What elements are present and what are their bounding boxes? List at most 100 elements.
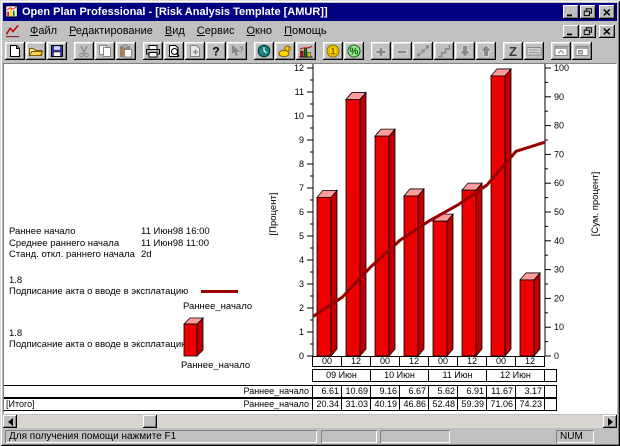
svg-text:8: 8 bbox=[299, 159, 304, 169]
horizontal-scrollbar[interactable] bbox=[3, 415, 617, 428]
duck-icon bbox=[278, 45, 293, 58]
value-cell: 6.91 bbox=[457, 385, 487, 398]
titlebar-close-button[interactable] bbox=[599, 5, 615, 19]
document-close-button[interactable] bbox=[599, 24, 615, 38]
menu-помощь[interactable]: Помощь bbox=[284, 25, 327, 37]
help-icon: ? bbox=[212, 45, 219, 59]
stat-row: Станд. откл. раннего начала 2d bbox=[9, 249, 210, 261]
svg-text:30: 30 bbox=[554, 265, 564, 275]
doc-icon bbox=[10, 45, 20, 57]
value-cell: 52.48 bbox=[428, 398, 458, 411]
svg-text:[Сум. процент]: [Сум. процент] bbox=[590, 172, 601, 237]
row-total-label: [Итого] bbox=[6, 399, 35, 409]
value-cell: 71.06 bbox=[486, 398, 516, 411]
value-cell: 6.67 bbox=[399, 385, 429, 398]
svg-text:40: 40 bbox=[554, 236, 564, 246]
bars-group bbox=[316, 67, 541, 358]
table-row: Раннее_начало 6.61 10.69 9.16 6.67 5.62 6.91 11… bbox=[4, 385, 557, 398]
value-cell: 10.69 bbox=[341, 385, 371, 398]
menu-сервис[interactable]: Сервис bbox=[196, 25, 235, 37]
risk-analysis-button[interactable] bbox=[296, 42, 316, 60]
status-pane-2 bbox=[321, 430, 377, 443]
child-window-icon[interactable] bbox=[5, 24, 20, 38]
toolbar: ?? 1% Z bbox=[3, 40, 617, 62]
svg-text:80: 80 bbox=[554, 121, 564, 131]
legend-bar-series: Раннее_начало bbox=[181, 360, 251, 371]
statistics-block: Раннее начало 11 Июн98 16:00 Среднее ран… bbox=[9, 226, 210, 261]
svg-text:20: 20 bbox=[554, 293, 564, 303]
value-cell: 6.61 bbox=[312, 385, 342, 398]
keyboard-icon bbox=[526, 47, 542, 56]
new-document-button[interactable] bbox=[5, 42, 25, 60]
menu-файл[interactable]: Файл bbox=[30, 25, 58, 37]
value-cell: 20.34 bbox=[312, 398, 342, 411]
percent-complete-button[interactable]: % bbox=[344, 42, 364, 60]
scroll-left-button[interactable] bbox=[3, 415, 17, 428]
day-cell: 12 Июн bbox=[486, 369, 545, 382]
titlebar-minimize-button[interactable] bbox=[563, 5, 579, 19]
cumulative-line bbox=[312, 140, 546, 318]
row-series-label: Раннее_начало bbox=[243, 399, 310, 409]
document-minimize-button[interactable] bbox=[563, 24, 579, 38]
print-preview-button[interactable] bbox=[164, 42, 184, 60]
day-cell: 09 Июн bbox=[312, 369, 371, 382]
day-cell: 11 Июн bbox=[428, 369, 487, 382]
value-cell: 59.39 bbox=[457, 398, 487, 411]
value-cell-empty bbox=[544, 398, 557, 411]
day-cell: 10 Июн bbox=[370, 369, 429, 382]
help-button[interactable]: ? bbox=[206, 42, 226, 60]
add-activity-button bbox=[371, 42, 391, 60]
save-button[interactable] bbox=[47, 42, 67, 60]
statusbar: Для получения помощи нажмите F1 NUM bbox=[3, 429, 617, 444]
svg-text:7: 7 bbox=[299, 183, 304, 193]
menu-редактирование[interactable]: Редактирование bbox=[69, 25, 153, 37]
histogram-icon bbox=[299, 45, 313, 58]
value-cell: 74.23 bbox=[515, 398, 545, 411]
menubar: Файл Редактирование Вид Сервис Окно Помощь bbox=[3, 22, 617, 40]
stat-value: 11 Июн98 11:00 bbox=[141, 237, 209, 249]
legend-bar-value: 1.8 bbox=[9, 328, 23, 339]
arrow-right-icon bbox=[607, 417, 613, 426]
menu-окно[interactable]: Окно bbox=[246, 25, 273, 37]
hour-cell: 12 bbox=[457, 356, 487, 367]
print-button[interactable] bbox=[143, 42, 163, 60]
spreadsheet-button bbox=[524, 42, 544, 60]
scrollbar-thumb[interactable] bbox=[143, 415, 157, 428]
cost-analysis-button[interactable]: 1 bbox=[323, 42, 343, 60]
contexthelp-icon: ? bbox=[232, 45, 244, 56]
bar bbox=[374, 135, 390, 357]
document-restore-button[interactable] bbox=[580, 24, 596, 38]
resource-analysis-button[interactable] bbox=[275, 42, 295, 60]
svg-text:50: 50 bbox=[554, 207, 564, 217]
row-label-cell: Раннее_начало bbox=[4, 385, 313, 398]
menu-вид[interactable]: Вид bbox=[164, 25, 185, 37]
svg-text:9: 9 bbox=[299, 135, 304, 145]
scroll-right-button[interactable] bbox=[603, 415, 617, 428]
value-cell: 40.19 bbox=[370, 398, 400, 411]
up-icon bbox=[479, 44, 493, 57]
svg-text:1: 1 bbox=[299, 327, 304, 337]
dots-icon bbox=[417, 45, 429, 57]
arrow-left-icon bbox=[7, 417, 13, 426]
win1-icon bbox=[554, 46, 568, 56]
open-project-button[interactable] bbox=[26, 42, 46, 60]
minimize-icon bbox=[567, 14, 572, 16]
risk-histogram-chart: 0123456789101112[Процент]010203040506070… bbox=[268, 64, 601, 361]
hour-cell: 00 bbox=[486, 356, 516, 367]
svg-text:2: 2 bbox=[299, 303, 304, 313]
hour-cell: 00 bbox=[428, 356, 458, 367]
steps-icon bbox=[438, 45, 451, 58]
coin-icon: 1 bbox=[326, 44, 340, 58]
time-analysis-button[interactable] bbox=[254, 42, 274, 60]
hour-cell: 12 bbox=[399, 356, 429, 367]
svg-text:100: 100 bbox=[554, 64, 569, 73]
value-cell: 11.67 bbox=[486, 385, 516, 398]
step-view-button bbox=[434, 42, 454, 60]
titlebar-restore-button[interactable] bbox=[580, 5, 596, 19]
sort-button[interactable]: Z bbox=[503, 42, 523, 60]
window-title: Open Plan Professional - [Risk Analysis … bbox=[22, 6, 328, 18]
preview-icon bbox=[169, 45, 180, 57]
value-cell: 5.62 bbox=[428, 385, 458, 398]
value-cell-empty bbox=[544, 385, 557, 398]
